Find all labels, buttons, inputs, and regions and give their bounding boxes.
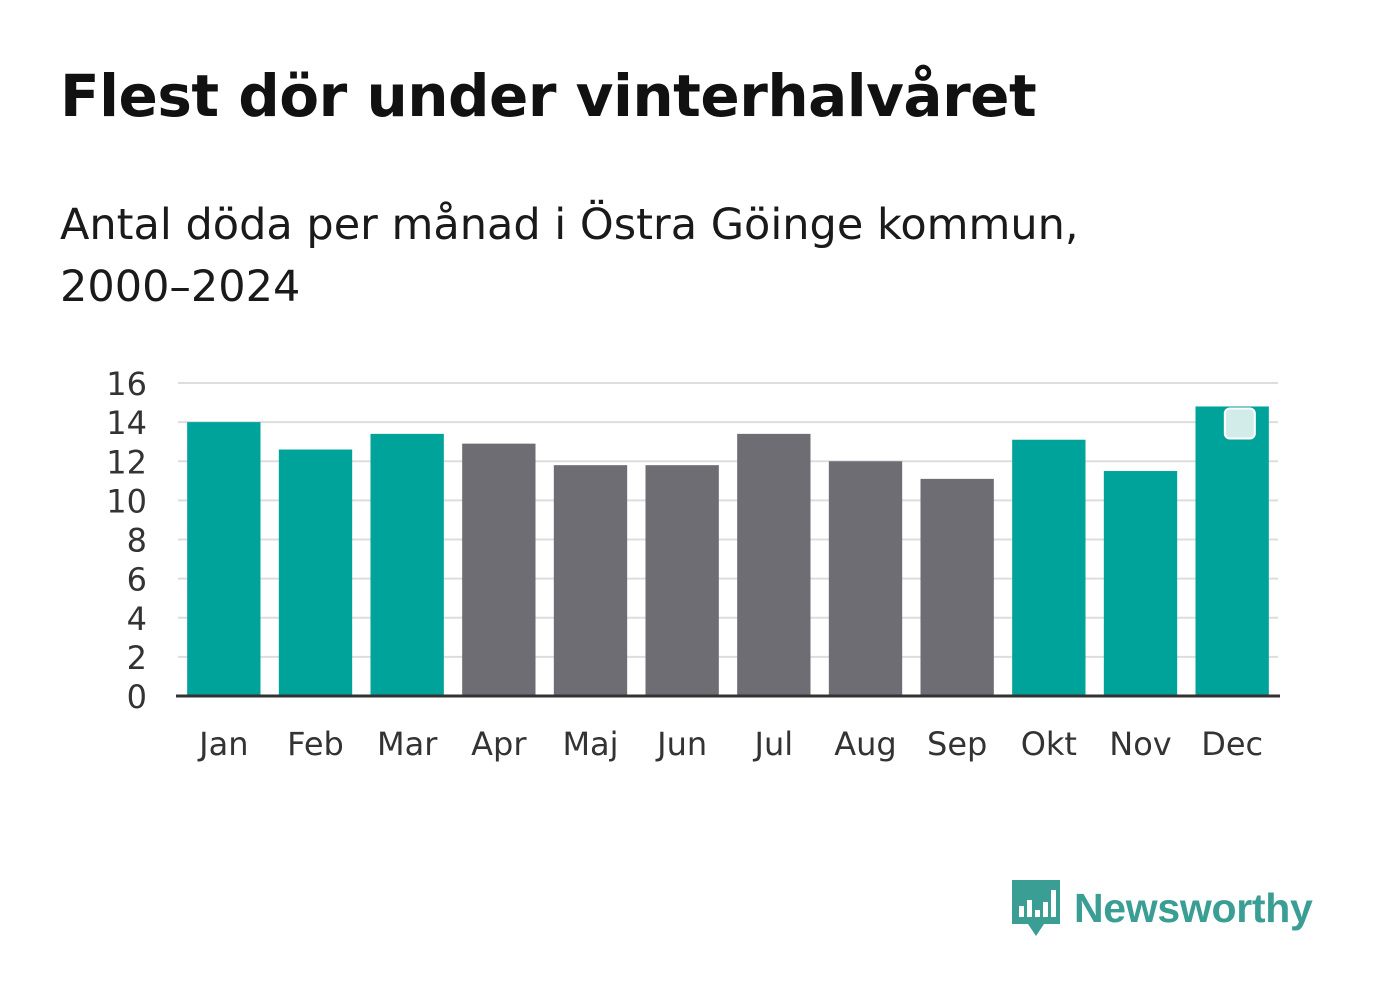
bar-dec[interactable]	[1195, 406, 1269, 696]
bar-jan[interactable]	[187, 422, 261, 696]
bar-nov[interactable]	[1103, 471, 1178, 696]
bar-aug[interactable]	[828, 461, 903, 696]
x-tick-label-dec: Dec	[1201, 725, 1263, 763]
x-tick-label-aug: Aug	[834, 725, 896, 763]
bar-chart-speech-bubble-icon	[1012, 880, 1060, 936]
bar-okt[interactable]	[1012, 439, 1086, 696]
y-tick-label: 8	[127, 522, 147, 560]
x-axis-ticks: Jan Feb Mar Apr Maj Jun Jul Aug Sep Okt Nov Dec	[197, 725, 1263, 763]
y-tick-label: 0	[127, 678, 147, 716]
x-tick-label-sep: Sep	[927, 725, 987, 763]
bar-highlight-marker	[1223, 407, 1256, 440]
x-tick-label-jun: Jun	[655, 725, 707, 763]
bar-feb[interactable]	[278, 449, 353, 696]
y-tick-label: 16	[106, 365, 147, 403]
x-tick-label-apr: Apr	[471, 725, 527, 763]
bar-maj[interactable]	[553, 465, 628, 696]
y-tick-label: 14	[106, 404, 147, 442]
x-tick-label-jul: Jul	[753, 725, 794, 763]
bar-apr[interactable]	[462, 443, 536, 696]
bar-jul[interactable]	[737, 433, 811, 696]
y-tick-label: 4	[127, 600, 147, 638]
y-tick-label: 6	[127, 561, 147, 599]
grid-lines	[178, 382, 1278, 658]
y-tick-label: 2	[127, 639, 147, 677]
chart-subtitle: Antal döda per månad i Östra Göinge komm…	[60, 200, 1079, 312]
bars	[187, 406, 1269, 696]
x-tick-label-feb: Feb	[287, 725, 344, 763]
chart-title: Flest dör under vinterhalvåret	[60, 62, 1037, 130]
bar-mar[interactable]	[370, 433, 444, 696]
bar-sep[interactable]	[920, 478, 994, 696]
y-tick-label: 12	[106, 443, 147, 481]
y-tick-label: 10	[106, 482, 147, 520]
x-tick-label-okt: Okt	[1021, 725, 1077, 763]
bar-jun[interactable]	[645, 465, 719, 696]
x-tick-label-jan: Jan	[197, 725, 248, 763]
newsworthy-logo: Newsworthy	[1010, 878, 1313, 938]
x-tick-label-maj: Maj	[562, 725, 618, 763]
brand-name: Newsworthy	[1074, 884, 1313, 931]
x-tick-label-mar: Mar	[377, 725, 438, 763]
x-tick-label-nov: Nov	[1109, 725, 1171, 763]
